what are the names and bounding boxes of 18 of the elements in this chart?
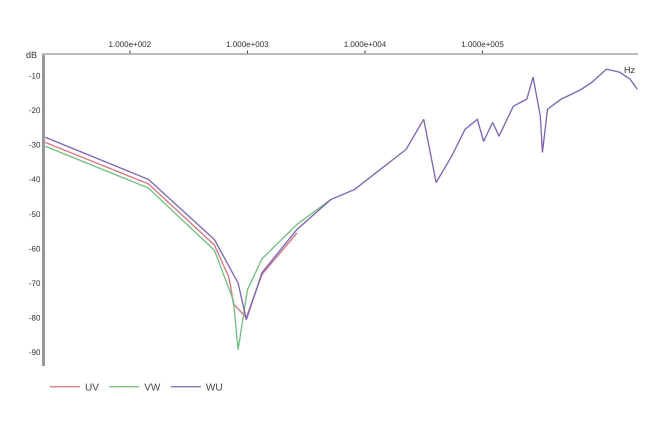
x-tick-label: 1.000e+003 xyxy=(226,40,270,50)
x-tick-label: 1.000e+005 xyxy=(461,40,504,50)
y-tick-label: -20 xyxy=(28,106,41,116)
x-axis-title: Hz xyxy=(624,65,636,75)
y-tick-label: -40 xyxy=(28,175,41,184)
y-axis-title: dB xyxy=(26,50,38,60)
y-tick-label: -30 xyxy=(28,140,41,150)
y-tick-label: -50 xyxy=(28,210,41,219)
legend-label: VW xyxy=(144,382,161,394)
y-tick-label: -60 xyxy=(28,244,41,254)
legend-label: WU xyxy=(206,382,223,394)
y-tick-label: -80 xyxy=(28,313,41,322)
y-tick-label: -70 xyxy=(28,278,41,288)
x-tick-label: 1.000e+004 xyxy=(344,40,387,50)
legend-label: UV xyxy=(85,382,100,394)
y-tick-label: -10 xyxy=(28,72,41,81)
y-tick-label: -90 xyxy=(28,348,41,357)
x-tick-label: 1.000e+002 xyxy=(108,40,152,50)
